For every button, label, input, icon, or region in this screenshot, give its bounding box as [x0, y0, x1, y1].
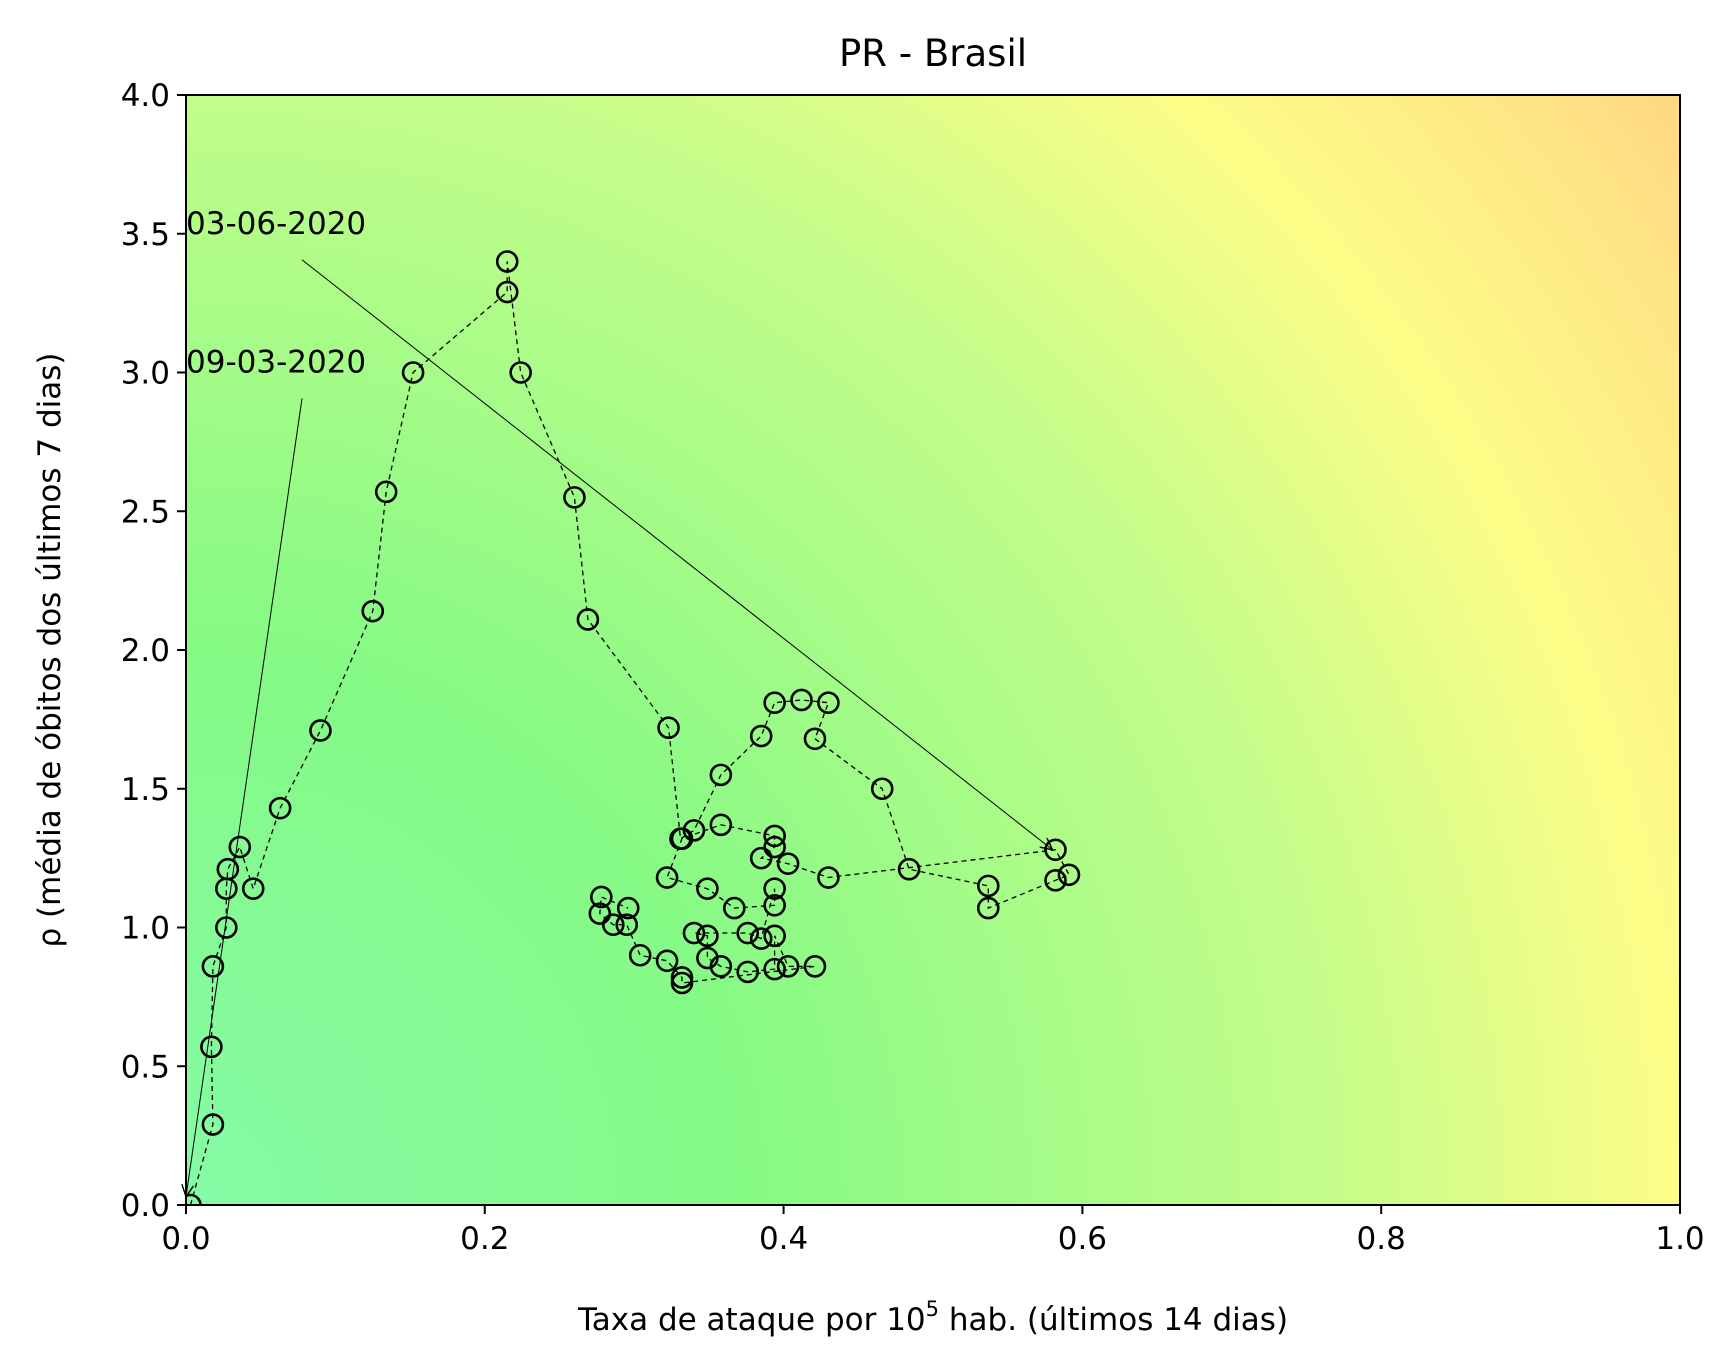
data-point	[763, 957, 786, 981]
y-tick-label: 2.5	[121, 494, 170, 530]
data-point	[682, 819, 706, 842]
data-point	[763, 877, 786, 900]
data-point	[763, 893, 786, 917]
data-point	[817, 866, 840, 889]
data-point	[509, 361, 532, 384]
data-point	[736, 960, 760, 984]
data-point	[200, 1035, 223, 1059]
annotation-label: 09-03-2020	[186, 345, 366, 381]
data-point	[736, 921, 760, 945]
x-tick-label: 0.2	[460, 1221, 509, 1257]
data-point	[563, 486, 586, 509]
data-point	[670, 971, 694, 995]
data-point	[495, 280, 519, 304]
data-point	[749, 927, 773, 950]
data-point	[803, 955, 827, 978]
data-point	[817, 691, 840, 715]
series-line	[189, 261, 1070, 1205]
data-point	[776, 955, 800, 978]
data-point	[870, 777, 894, 801]
data-point	[722, 896, 746, 920]
data-point	[709, 955, 733, 978]
chart-title: PR - Brasil	[839, 32, 1027, 75]
x-tick-label: 0.6	[1058, 1221, 1107, 1257]
series-markers	[186, 250, 1081, 1205]
y-tick-label: 2.0	[121, 633, 170, 669]
data-point	[576, 608, 600, 631]
y-tick-label: 1.0	[121, 911, 170, 947]
x-tick-label: 0.8	[1357, 1221, 1406, 1257]
annotation-arrow	[186, 398, 303, 1197]
data-point	[268, 796, 292, 820]
data-point	[590, 885, 613, 909]
y-tick-label: 3.0	[121, 356, 170, 392]
data-point	[657, 716, 680, 740]
data-point	[201, 1113, 225, 1136]
data-point	[696, 877, 719, 900]
annotation-label: 03-06-2020	[186, 206, 366, 242]
data-point	[976, 874, 1000, 898]
data-point	[897, 857, 921, 881]
data-point	[682, 921, 706, 945]
data-point	[749, 846, 773, 870]
y-axis: 0.0 0.5 1.0 1.5 2.0 2.5 3.0 3.5 4.0	[121, 78, 186, 1224]
data-point	[763, 924, 786, 948]
data-point	[1044, 869, 1067, 892]
data-point	[616, 896, 640, 920]
data-point	[401, 361, 425, 384]
data-point	[201, 955, 225, 978]
data-point	[615, 913, 639, 937]
data-point	[709, 813, 733, 837]
x-tick-label: 1.0	[1655, 1221, 1704, 1257]
data-point	[216, 857, 240, 881]
data-point	[976, 896, 1000, 920]
data-point	[803, 727, 827, 751]
y-tick-label: 3.5	[121, 217, 170, 253]
y-tick-label: 0.0	[121, 1188, 170, 1224]
x-axis: 0.0 0.2 0.4 0.6 0.8 1.0	[161, 1205, 1705, 1257]
data-point	[1057, 863, 1081, 887]
data-point	[228, 835, 252, 859]
data-point	[241, 877, 265, 900]
data-point	[588, 902, 612, 925]
annotation-arrow	[301, 259, 1053, 850]
data-point	[601, 913, 625, 937]
data-point	[655, 949, 679, 973]
data-point	[655, 866, 679, 889]
x-axis-title: Taxa de ataque por 105 hab. (últimos 14 …	[577, 1297, 1288, 1338]
data-point	[670, 827, 694, 851]
data-point	[628, 943, 652, 967]
y-axis-title: ρ (média de óbitos dos últimos 7 dias)	[32, 353, 68, 948]
annotations: 03-06-2020 09-03-2020	[186, 206, 1053, 1197]
data-point	[495, 250, 519, 273]
data-point	[776, 852, 800, 875]
y-tick-label: 1.5	[121, 772, 170, 808]
y-tick-label: 4.0	[121, 78, 170, 114]
data-point	[763, 835, 786, 859]
data-point	[670, 966, 694, 989]
data-point	[790, 688, 813, 712]
x-axis-title-prefix: Taxa de ataque por 10	[577, 1302, 926, 1338]
x-axis-title-suffix: hab. (últimos 14 dias)	[939, 1302, 1288, 1338]
data-point	[749, 724, 773, 748]
x-axis-title-exponent: 5	[926, 1297, 939, 1321]
data-point	[361, 599, 385, 623]
data-point	[709, 763, 733, 787]
y-tick-label: 0.5	[121, 1049, 170, 1085]
plot-background	[186, 95, 1680, 1205]
data-point	[763, 824, 786, 848]
x-tick-label: 0.4	[759, 1221, 808, 1257]
data-point	[696, 924, 719, 948]
data-point	[374, 480, 398, 504]
data-point	[309, 719, 332, 742]
x-tick-label: 0.0	[161, 1221, 210, 1257]
data-layer	[186, 250, 1081, 1205]
data-point	[763, 691, 786, 715]
